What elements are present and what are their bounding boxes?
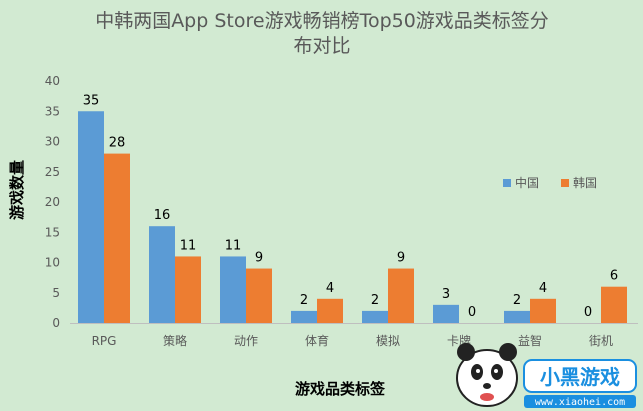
chart-title-line1: 中韩两国App Store游戏畅销榜Top50游戏品类标签分 [95,10,549,32]
data-label-china-7: 0 [584,305,592,320]
x-tick-label: 动作 [234,334,258,348]
data-label-china-0: 35 [83,93,100,108]
data-label-korea-5: 0 [468,305,476,320]
panda-icon [456,343,518,407]
bar-china-6 [504,310,530,323]
data-label-korea-7: 6 [610,269,618,284]
y-tick-label: 15 [45,225,60,239]
y-tick-label: 30 [45,135,60,149]
data-label-china-2: 11 [225,238,242,253]
legend-label-korea: 韩国 [573,175,597,190]
bar-china-4 [362,310,388,323]
data-label-china-3: 2 [300,293,308,308]
y-tick-label: 20 [45,195,60,209]
x-tick-label: 体育 [305,333,329,348]
bar-china-1 [149,226,175,323]
x-tick-label: 街机 [589,334,613,348]
x-axis-ticks: RPG 策略 动作 体育 模拟 卡牌 益智 街机 [92,333,613,348]
bar-korea-0 [104,153,130,323]
watermark-site: www.xiaohei.com [535,397,625,408]
data-label-korea-1: 11 [180,238,197,253]
chart-title-line2: 布对比 [293,35,350,57]
y-tick-label: 0 [52,316,60,330]
data-label-china-1: 16 [154,208,171,223]
data-label-korea-3: 4 [326,281,334,296]
bar-china-2 [220,256,246,323]
y-tick-label: 10 [45,256,60,270]
legend: 中国 韩国 [503,175,597,190]
bar-korea-3 [317,298,343,323]
x-tick-label: RPG [92,334,117,348]
bar-korea-4 [388,268,414,323]
x-tick-label: 模拟 [376,334,400,348]
data-label-china-6: 2 [513,293,521,308]
watermark-brand: 小黑游戏 [540,365,620,389]
y-tick-label: 40 [45,74,60,88]
bar-korea-2 [246,268,272,323]
bar-china-5 [433,304,459,323]
x-tick-label: 策略 [163,333,187,348]
legend-swatch-china [503,179,511,187]
y-tick-label: 5 [52,286,60,300]
x-tick-label: 益智 [518,333,542,348]
watermark: 小黑游戏 www.xiaohei.com [456,343,637,408]
y-tick-label: 35 [45,104,60,118]
data-label-korea-6: 4 [539,281,547,296]
data-label-china-5: 3 [442,287,450,302]
data-label-korea-2: 9 [255,251,263,266]
y-axis-title: 游戏数量 [8,160,26,220]
legend-label-china: 中国 [515,175,539,190]
data-label-korea-4: 9 [397,251,405,266]
legend-swatch-korea [561,179,569,187]
data-label-china-4: 2 [371,293,379,308]
bars [78,111,627,323]
y-axis-ticks: 0 5 10 15 20 25 30 35 40 [45,74,60,330]
bar-korea-7 [601,286,627,323]
y-tick-label: 25 [45,165,60,179]
bar-china-3 [291,310,317,323]
data-labels: 35 28 16 11 11 9 2 4 2 9 3 0 2 4 0 6 [83,93,618,320]
bar-korea-1 [175,256,201,323]
x-axis-title: 游戏品类标签 [295,380,386,398]
bar-china-0 [78,111,104,323]
bar-korea-6 [530,298,556,323]
data-label-korea-0: 28 [109,136,126,151]
